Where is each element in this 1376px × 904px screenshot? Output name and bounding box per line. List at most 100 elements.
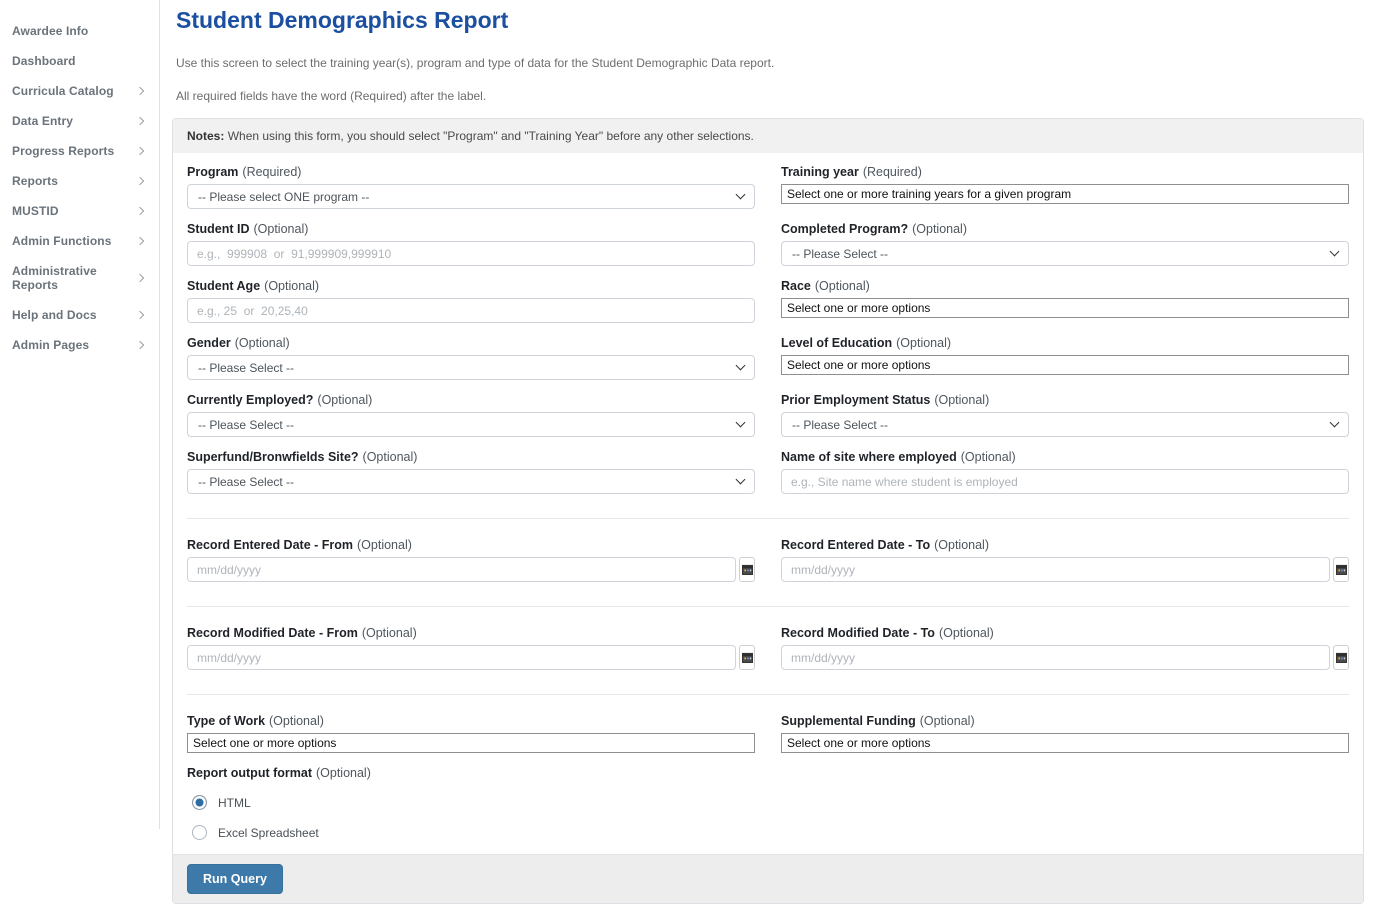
sidebar-item-curricula-catalog[interactable]: Curricula Catalog	[0, 76, 159, 106]
prior-employment-status-select[interactable]: -- Please Select --	[781, 412, 1349, 437]
intro-text-2: All required fields have the word (Requi…	[176, 89, 487, 103]
site-name-input[interactable]	[781, 469, 1349, 494]
sidebar-item-label: Dashboard	[12, 54, 76, 68]
section-divider	[187, 518, 1349, 519]
label-text: Level of Education	[781, 336, 893, 350]
field-training-year: Training year (Required) Select one or mo…	[781, 165, 1349, 209]
record-modified-from-input[interactable]	[187, 645, 736, 670]
record-modified-to-input[interactable]	[781, 645, 1330, 670]
selected-value: -- Please Select --	[198, 474, 295, 489]
form-body: Program (Required) -- Please select ONE p…	[173, 153, 1363, 840]
sidebar-item-administrative-reports[interactable]: Administrative Reports	[0, 256, 159, 300]
label-text: Record Entered Date - To	[781, 538, 931, 552]
notes-banner: Notes: When using this form, you should …	[173, 119, 1363, 153]
field-label: Student ID (Optional)	[187, 222, 755, 236]
intro-text-1: Use this screen to select the training y…	[176, 56, 775, 70]
field-label: Superfund/Bronwfields Site? (Optional)	[187, 450, 755, 464]
student-id-input[interactable]	[187, 241, 755, 266]
calendar-button[interactable]	[1333, 645, 1349, 670]
label-text: Student Age	[187, 279, 261, 293]
sidebar-item-reports[interactable]: Reports	[0, 166, 159, 196]
required-tag: (Optional)	[960, 450, 1016, 464]
run-query-button[interactable]: Run Query	[187, 864, 283, 894]
chevron-right-icon	[135, 206, 145, 216]
sidebar-item-help-and-docs[interactable]: Help and Docs	[0, 300, 159, 330]
field-program: Program (Required) -- Please select ONE p…	[187, 165, 755, 209]
sidebar-item-label: Curricula Catalog	[12, 84, 114, 98]
sidebar-item-dashboard[interactable]: Dashboard	[0, 46, 159, 76]
sidebar-item-progress-reports[interactable]: Progress Reports	[0, 136, 159, 166]
required-tag: (Optional)	[919, 714, 975, 728]
race-multiselect[interactable]: Select one or more options	[781, 298, 1349, 318]
type-of-work-multiselect[interactable]: Select one or more options	[187, 733, 755, 753]
radio-unselected-icon[interactable]	[192, 825, 207, 840]
field-label: Race (Optional)	[781, 279, 1349, 293]
chevron-down-icon	[735, 189, 746, 200]
field-label: Name of site where employed (Optional)	[781, 450, 1349, 464]
calendar-button[interactable]	[739, 645, 755, 670]
selected-value: -- Please Select --	[198, 360, 295, 375]
required-tag: (Optional)	[362, 450, 418, 464]
label-text: Record Modified Date - From	[187, 626, 358, 640]
chevron-right-icon	[135, 340, 145, 350]
record-entered-to-input[interactable]	[781, 557, 1330, 582]
field-superfund-site: Superfund/Bronwfields Site? (Optional) --…	[187, 450, 755, 494]
label-text: Type of Work	[187, 714, 266, 728]
field-record-modified-from: Record Modified Date - From (Optional)	[187, 626, 755, 670]
field-label: Training year (Required)	[781, 165, 1349, 179]
chevron-down-icon	[1329, 246, 1340, 257]
sidebar-item-awardee-info[interactable]: Awardee Info	[0, 16, 159, 46]
supplemental-funding-multiselect[interactable]: Select one or more options	[781, 733, 1349, 753]
sidebar-item-mustid[interactable]: MUSTID	[0, 196, 159, 226]
field-record-entered-to: Record Entered Date - To (Optional)	[781, 538, 1349, 582]
label-text: Supplemental Funding	[781, 714, 916, 728]
radio-selected-icon[interactable]	[192, 795, 207, 810]
superfund-site-select[interactable]: -- Please Select --	[187, 469, 755, 494]
currently-employed-select[interactable]: -- Please Select --	[187, 412, 755, 437]
required-tag: (Optional)	[938, 626, 994, 640]
chevron-right-icon	[135, 86, 145, 96]
sidebar-item-label: Administrative Reports	[12, 264, 97, 292]
field-label: Completed Program? (Optional)	[781, 222, 1349, 236]
label-text: Currently Employed?	[187, 393, 314, 407]
sidebar-item-label: Admin Functions	[12, 234, 112, 248]
calendar-button[interactable]	[739, 557, 755, 582]
label-text: Name of site where employed	[781, 450, 957, 464]
required-tag: (Optional)	[896, 336, 952, 350]
sidebar-item-admin-functions[interactable]: Admin Functions	[0, 226, 159, 256]
required-tag: (Optional)	[264, 279, 320, 293]
notes-prefix: Notes:	[187, 129, 225, 143]
field-label: Report output format (Optional)	[187, 766, 1349, 780]
report-form-panel: Notes: When using this form, you should …	[172, 118, 1364, 904]
required-tag: (Optional)	[315, 766, 371, 780]
field-prior-employment-status: Prior Employment Status (Optional) -- Ple…	[781, 393, 1349, 437]
program-select[interactable]: -- Please select ONE program --	[187, 184, 755, 209]
chevron-right-icon	[135, 116, 145, 126]
sidebar-item-data-entry[interactable]: Data Entry	[0, 106, 159, 136]
completed-program-select[interactable]: -- Please Select --	[781, 241, 1349, 266]
gender-select[interactable]: -- Please Select --	[187, 355, 755, 380]
field-label: Supplemental Funding (Optional)	[781, 714, 1349, 728]
record-entered-from-input[interactable]	[187, 557, 736, 582]
field-label: Type of Work (Optional)	[187, 714, 755, 728]
field-type-of-work: Type of Work (Optional) Select one or mor…	[187, 714, 755, 753]
selected-value: -- Please select ONE program --	[198, 189, 370, 204]
label-text: Record Modified Date - To	[781, 626, 935, 640]
training-year-multiselect[interactable]: Select one or more training years for a …	[781, 184, 1349, 204]
sidebar-item-admin-pages[interactable]: Admin Pages	[0, 330, 159, 360]
field-record-entered-from: Record Entered Date - From (Optional)	[187, 538, 755, 582]
label-text: Report output format	[187, 766, 312, 780]
field-label: Prior Employment Status (Optional)	[781, 393, 1349, 407]
chevron-right-icon	[135, 273, 145, 283]
required-tag: (Required)	[862, 165, 922, 179]
selected-value: -- Please Select --	[792, 246, 889, 261]
field-label: Record Modified Date - To (Optional)	[781, 626, 1349, 640]
calendar-button[interactable]	[1333, 557, 1349, 582]
radio-option-html[interactable]: HTML	[192, 795, 1349, 810]
label-text: Prior Employment Status	[781, 393, 931, 407]
required-tag: (Optional)	[269, 714, 324, 728]
student-age-input[interactable]	[187, 298, 755, 323]
field-label: Record Entered Date - From (Optional)	[187, 538, 755, 552]
level-of-education-multiselect[interactable]: Select one or more options	[781, 355, 1349, 375]
radio-option-excel[interactable]: Excel Spreadsheet	[192, 825, 1349, 840]
